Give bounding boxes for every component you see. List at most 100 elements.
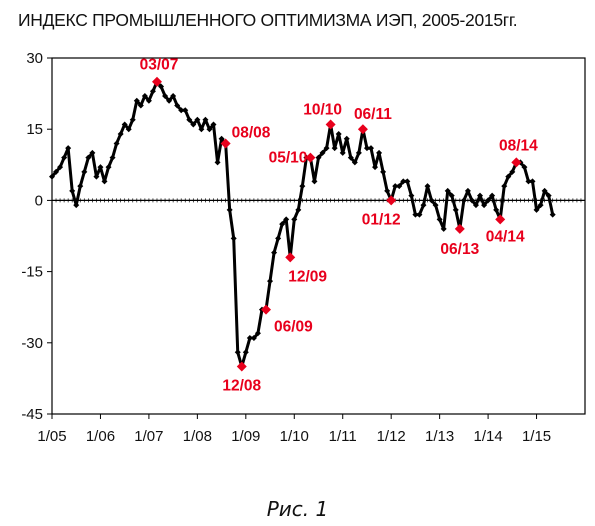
data-point	[49, 173, 55, 180]
y-tick-label: -30	[21, 335, 43, 352]
data-point	[493, 206, 500, 213]
data-point	[460, 197, 467, 204]
data-point	[250, 335, 257, 342]
data-point	[448, 192, 455, 199]
annotation-label: 08/08	[232, 124, 271, 141]
data-point	[363, 145, 370, 152]
data-point	[505, 173, 512, 180]
y-tick-label: 0	[35, 192, 43, 209]
data-point	[408, 192, 415, 199]
data-point	[533, 206, 540, 213]
x-tick-label: 1/06	[86, 428, 115, 445]
data-point	[436, 216, 443, 223]
data-point	[194, 116, 201, 123]
x-tick-label: 1/10	[280, 428, 309, 445]
data-point	[485, 197, 492, 204]
data-point	[186, 116, 193, 123]
data-point	[226, 206, 233, 213]
data-point	[355, 149, 362, 156]
data-point	[283, 216, 290, 223]
y-tick-label: 15	[26, 121, 43, 138]
annotation-label: 06/11	[354, 106, 392, 123]
data-point	[97, 164, 104, 171]
data-point	[339, 149, 346, 156]
data-point	[380, 168, 387, 175]
data-point	[170, 92, 177, 99]
data-point	[384, 187, 391, 194]
annotation-label: 04/14	[486, 228, 525, 245]
annotation-label: 12/09	[288, 268, 327, 285]
x-tick-label: 1/07	[134, 428, 163, 445]
data-point	[347, 154, 354, 161]
data-point	[424, 183, 431, 190]
data-point	[420, 202, 427, 209]
data-point	[65, 145, 72, 152]
data-point	[73, 202, 80, 209]
data-point	[529, 178, 536, 185]
y-tick-label: -15	[21, 264, 43, 281]
data-point	[246, 335, 253, 342]
data-point	[117, 130, 124, 137]
data-point	[271, 249, 278, 256]
data-point	[174, 102, 181, 109]
y-tick-label: -45	[21, 406, 43, 423]
x-tick-label: 1/15	[522, 428, 551, 445]
data-point	[198, 126, 205, 133]
data-point	[521, 164, 528, 171]
axes: 30 15 0 -15 -30 -45 1/05 1/06 1/07 1/08 1/09 1/10 1/…	[21, 50, 586, 445]
highlight-point	[285, 252, 296, 263]
x-tick-label: 1/09	[231, 428, 260, 445]
y-tick-label: 30	[26, 50, 43, 67]
data-point	[416, 211, 423, 218]
data-point	[166, 97, 173, 104]
data-point	[444, 187, 451, 194]
data-point	[234, 349, 241, 356]
data-point	[242, 349, 249, 356]
data-point	[141, 92, 148, 99]
highlight-point	[305, 152, 316, 163]
x-tick-label: 1/13	[425, 428, 454, 445]
data-point	[210, 121, 217, 128]
annotation-label: 01/12	[362, 211, 401, 228]
data-point	[275, 235, 282, 242]
data-point	[145, 97, 152, 104]
data-point	[149, 88, 156, 95]
data-point	[372, 164, 379, 171]
highlight-point	[495, 214, 506, 225]
data-point	[53, 168, 60, 175]
x-tick-label: 1/11	[329, 428, 357, 445]
highlight-point	[386, 195, 397, 206]
data-point	[279, 221, 286, 228]
data-point	[323, 145, 330, 152]
x-tick-label: 1/05	[37, 428, 66, 445]
data-point	[57, 164, 64, 171]
data-point	[61, 154, 68, 161]
data-point	[121, 121, 128, 128]
data-point	[396, 183, 403, 190]
figure-caption: Рис. 1	[266, 497, 329, 521]
data-point	[109, 154, 116, 161]
data-point	[440, 225, 447, 232]
data-point	[412, 211, 419, 218]
highlight-point	[454, 223, 465, 234]
data-point	[81, 168, 88, 175]
data-point	[101, 178, 108, 185]
data-point	[477, 192, 484, 199]
data-point	[77, 183, 84, 190]
data-point	[267, 278, 274, 285]
data-point	[214, 159, 221, 166]
x-tick-label: 1/12	[377, 428, 406, 445]
data-point	[113, 140, 120, 147]
data-point	[537, 202, 544, 209]
highlight-point	[220, 138, 231, 149]
data-point	[190, 121, 197, 128]
data-point	[541, 187, 548, 194]
data-point	[125, 126, 132, 133]
data-point	[137, 102, 144, 109]
data-point	[319, 149, 326, 156]
data-point	[311, 178, 318, 185]
data-point	[452, 206, 459, 213]
data-point	[501, 183, 508, 190]
annotation-label: 06/13	[440, 241, 479, 258]
data-point	[525, 178, 532, 185]
